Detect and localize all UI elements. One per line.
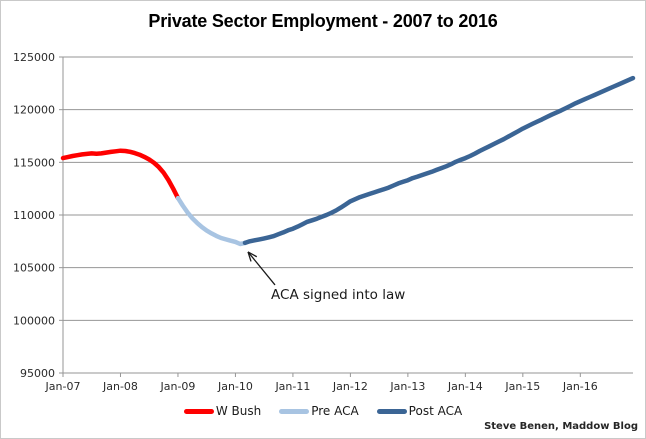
y-axis-label: 125000: [13, 51, 55, 64]
x-axis-label: Jan-10: [217, 380, 253, 393]
annotation-arrowhead: [247, 251, 252, 262]
y-axis-label: 100000: [13, 314, 55, 327]
x-axis-label: Jan-14: [447, 380, 483, 393]
x-axis-label: Jan-07: [45, 380, 81, 393]
series-line-w-bush: [60, 148, 181, 201]
legend-item-post-aca: Post ACA: [376, 404, 463, 418]
legend-item-w-bush: W Bush: [183, 404, 262, 418]
x-axis-label: Jan-09: [159, 380, 195, 393]
y-axis-label: 110000: [13, 209, 55, 222]
legend-label-pre-aca: Pre ACA: [311, 404, 359, 418]
x-axis-label: Jan-15: [504, 380, 540, 393]
legend-item-pre-aca: Pre ACA: [279, 404, 359, 418]
series-line-post-aca: [242, 75, 636, 246]
y-axis-label: 120000: [13, 104, 55, 117]
annotation-label: ACA signed into law: [271, 287, 405, 303]
y-axis-label: 95000: [20, 367, 55, 380]
legend: W Bush Pre ACA Post ACA: [1, 404, 645, 418]
y-axis-label: 105000: [13, 262, 55, 275]
x-axis-label: Jan-08: [102, 380, 138, 393]
chart-title: Private Sector Employment - 2007 to 2016: [148, 11, 498, 31]
annotation-arrowhead: [247, 251, 258, 258]
annotation-arrow-shaft: [247, 251, 276, 286]
pre-aca-line-swatch: [279, 408, 310, 414]
x-axis-label: Jan-11: [274, 380, 310, 393]
legend-label-post-aca: Post ACA: [408, 404, 463, 418]
attribution: Steve Benen, Maddow Blog: [484, 421, 638, 432]
legend-label-w-bush: W Bush: [215, 404, 262, 418]
x-axis-label: Jan-13: [389, 380, 425, 393]
series-line-pre-aca: [175, 195, 248, 247]
x-axis-label: Jan-12: [332, 380, 368, 393]
w-bush-line-swatch: [183, 408, 214, 414]
post-aca-line-swatch: [376, 408, 407, 414]
x-axis-label: Jan-16: [562, 380, 598, 393]
y-axis-label: 115000: [13, 156, 55, 169]
